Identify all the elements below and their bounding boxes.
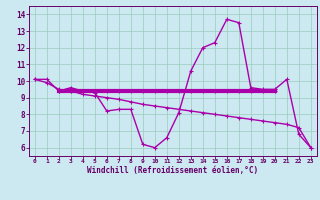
X-axis label: Windchill (Refroidissement éolien,°C): Windchill (Refroidissement éolien,°C) [87, 166, 258, 175]
